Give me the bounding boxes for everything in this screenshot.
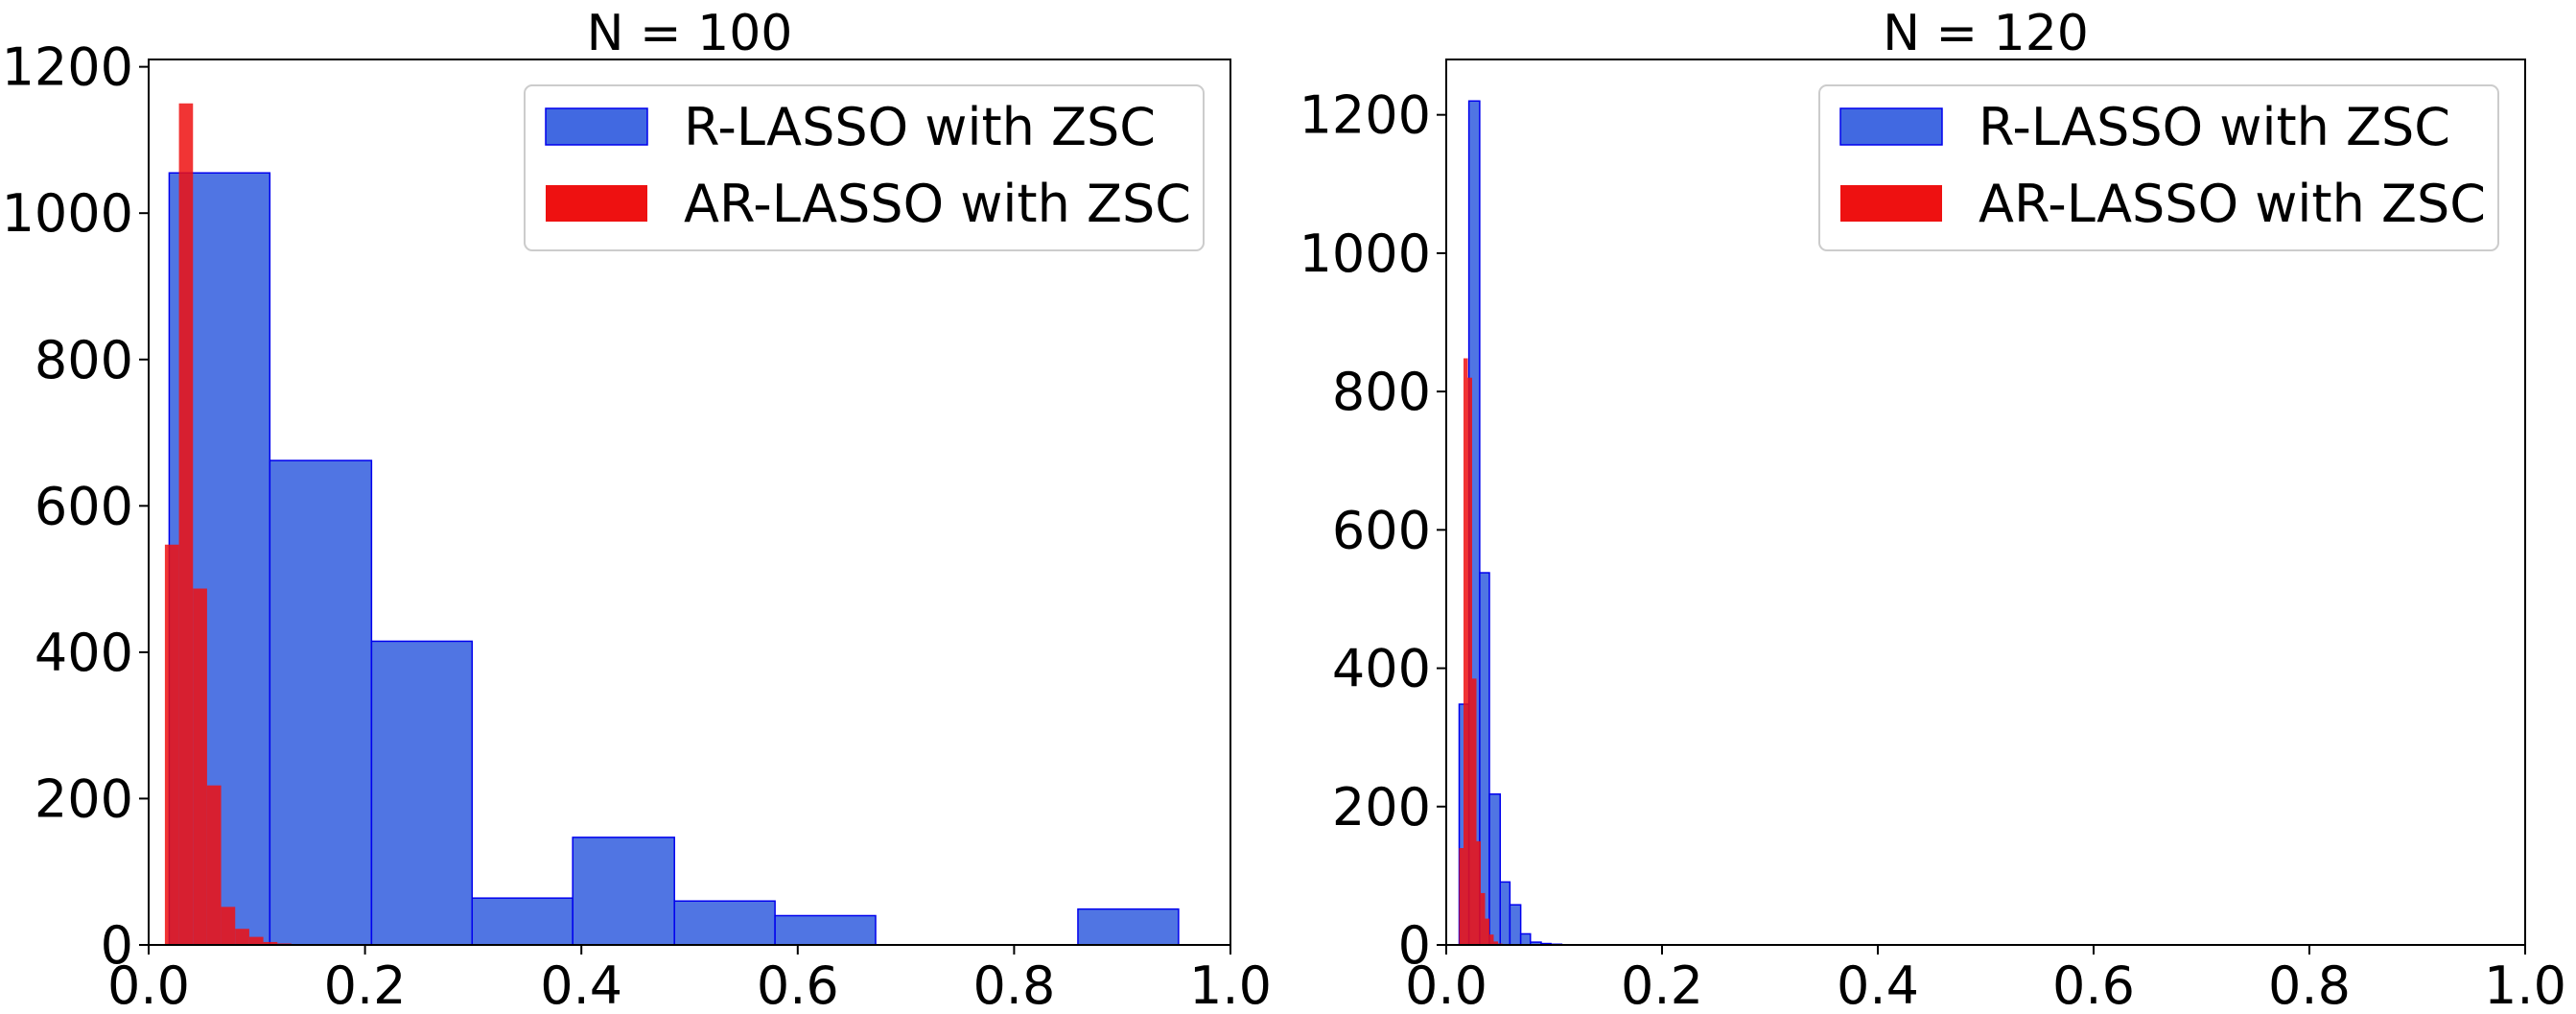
chart-panel-2: N = 120 0.0 0.2 0.4 0.6 0.8 1.0 0 200 400 600 800 10… (1300, 5, 2566, 1014)
legend-box (524, 84, 1205, 251)
y-tick-label: 1200 (1300, 85, 1431, 146)
histogram-bar (673, 900, 776, 946)
histogram-bar (774, 914, 877, 946)
x-tick-label: 0.0 (1405, 955, 1487, 1014)
histogram-bar (263, 941, 278, 945)
histogram-bar (1493, 941, 1498, 945)
histogram-bar (1519, 932, 1532, 946)
histogram-bar (1481, 892, 1486, 945)
x-tick-label: 1.0 (2484, 955, 2566, 1014)
y-tick-label: 1000 (2, 183, 133, 244)
y-tick-label: 400 (1332, 639, 1431, 699)
histogram-bar (178, 103, 194, 945)
histogram-bar (1488, 793, 1501, 946)
x-tick-label: 0.6 (757, 955, 839, 1014)
plot-frame (1445, 59, 2526, 946)
histogram-bar (1467, 377, 1472, 945)
legend-swatch-ar-lasso (546, 185, 647, 222)
legend-label-r-lasso: R-LASSO with ZSC (684, 97, 1156, 157)
series-ar-lasso (1459, 358, 1503, 945)
histogram-bar (1476, 840, 1481, 945)
x-tick-label: 1.0 (1189, 955, 1272, 1014)
y-tick-label: 1000 (1300, 224, 1431, 284)
histogram-bar (1077, 908, 1180, 946)
y-tick-label: 1200 (2, 37, 133, 98)
histogram-bar (1472, 678, 1477, 945)
legend: R-LASSO with ZSC AR-LASSO with ZSC (524, 84, 1205, 251)
y-tick-label: 600 (35, 476, 133, 536)
histogram-bar (221, 907, 236, 945)
legend-label-ar-lasso: AR-LASSO with ZSC (684, 174, 1191, 234)
histogram-bar (572, 837, 675, 946)
legend-box (1818, 84, 2499, 251)
legend-swatch-r-lasso (1839, 107, 1943, 146)
histogram-bar (1509, 904, 1522, 946)
x-tick-label: 0.8 (2268, 955, 2351, 1014)
histogram-bar (1464, 358, 1468, 945)
series-r-lasso (168, 172, 1180, 946)
histogram-bar (269, 460, 373, 946)
x-tick-label: 0.4 (1837, 955, 1919, 1014)
histogram-bar (370, 640, 474, 946)
y-tick-label: 200 (1332, 777, 1431, 837)
chart-panel-1: N = 100 0.0 0.2 0.4 0.6 0.8 1.0 0 200 400 600 800 10… (2, 5, 1272, 1014)
y-tick-label: 200 (35, 768, 133, 829)
histogram-bar (471, 897, 574, 946)
y-tick-label: 800 (1332, 362, 1431, 422)
x-tick-label: 0.6 (2052, 955, 2135, 1014)
y-tick-label: 800 (35, 330, 133, 390)
histogram-bar (193, 588, 207, 945)
histogram-bar (1489, 934, 1494, 945)
x-tick-label: 0.2 (324, 955, 407, 1014)
y-tick-label: 0 (1398, 915, 1431, 976)
legend-swatch-ar-lasso (1840, 185, 1942, 222)
legend: R-LASSO with ZSC AR-LASSO with ZSC (1818, 84, 2499, 251)
x-tick-label: 0.8 (972, 955, 1055, 1014)
plot-frame (148, 59, 1231, 946)
y-tick-label: 400 (35, 623, 133, 683)
series-ar-lasso (164, 103, 306, 945)
y-tick-label: 600 (1332, 500, 1431, 560)
histogram-bar (248, 936, 264, 945)
legend-label-ar-lasso: AR-LASSO with ZSC (1979, 174, 2486, 234)
x-tick-label: 0.2 (1621, 955, 1703, 1014)
legend-label-r-lasso: R-LASSO with ZSC (1979, 97, 2450, 157)
histogram-bar (164, 544, 179, 945)
histogram-bar (235, 929, 249, 945)
x-tick-label: 0.4 (540, 955, 622, 1014)
histogram-bar (1499, 881, 1511, 946)
histogram-bar (206, 785, 222, 945)
chart-title: N = 100 (587, 5, 793, 62)
legend-swatch-r-lasso (545, 107, 648, 146)
histogram-bar (1459, 848, 1464, 945)
histogram-bar (1485, 918, 1489, 945)
chart-title: N = 120 (1883, 5, 2089, 62)
x-tick-label: 0.0 (107, 955, 190, 1014)
histogram-bar (1479, 572, 1490, 946)
y-tick-label: 0 (101, 915, 133, 976)
